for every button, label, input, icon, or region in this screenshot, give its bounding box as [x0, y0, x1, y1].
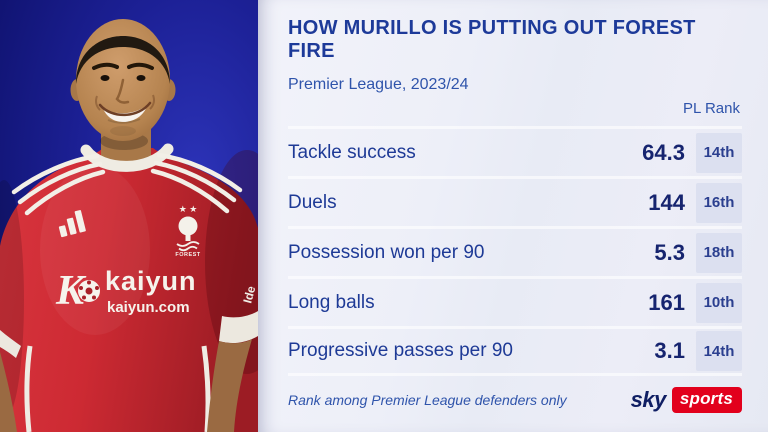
stat-rank-badge: 18th: [696, 232, 742, 273]
hair: [76, 36, 170, 84]
stat-rank-badge: 16th: [696, 182, 742, 223]
face: [92, 62, 155, 136]
head: [70, 19, 176, 141]
right-arm: [207, 339, 252, 432]
footnote: Rank among Premier League defenders only: [288, 392, 567, 408]
footer: Rank among Premier League defenders only…: [288, 387, 742, 413]
stat-rank-badge: 14th: [696, 132, 742, 173]
stat-row: Tackle success 64.3 14th: [288, 126, 742, 176]
sky-wordmark: sky: [630, 387, 667, 412]
left-arm: [0, 352, 17, 432]
sports-wordmark: sports: [671, 387, 742, 413]
stat-label: Tackle success: [288, 141, 416, 163]
stats-panel: HOW MURILLO IS PUTTING OUT FOREST FIRE P…: [258, 0, 768, 432]
stat-row: Progressive passes per 90 3.1 14th: [288, 326, 742, 376]
stat-label: Possession won per 90: [288, 241, 485, 263]
svg-text:FOREST: FOREST: [175, 252, 200, 258]
stat-rank-badge: 10th: [696, 282, 742, 323]
stat-row: Possession won per 90 5.3 18th: [288, 226, 742, 276]
page-title: HOW MURILLO IS PUTTING OUT FOREST FIRE: [288, 17, 696, 62]
stat-label: Long balls: [288, 291, 375, 313]
svg-text:★ ★: ★ ★: [179, 204, 198, 214]
jersey-side-stripes: [24, 345, 211, 432]
player-photo: Ide: [0, 0, 258, 432]
subtitle: Premier League, 2023/24: [288, 76, 469, 93]
stat-row: Duels 144 16th: [288, 176, 742, 226]
stat-rank-badge: 14th: [696, 331, 742, 371]
sleeve-cuff: [219, 311, 258, 344]
stat-label: Duels: [288, 191, 337, 213]
svg-text:kaiyun.com: kaiyun.com: [107, 299, 190, 316]
sleeve-sponsor-text: Ide: [240, 284, 258, 305]
shoulder-stripes: [11, 152, 243, 216]
kaiyun-sponsor-logo: K kaiyun kaiyun.com: [55, 266, 197, 316]
stat-value: 161: [648, 289, 685, 315]
football-icon: [78, 280, 100, 302]
rank-column-header: PL Rank: [683, 100, 740, 117]
stat-value: 5.3: [654, 239, 685, 265]
stat-value: 64.3: [642, 139, 685, 165]
forest-badge-icon: ★ ★ FOREST: [175, 204, 200, 258]
left-sleeve-cuff: [0, 330, 21, 358]
sky-sports-logo: sky sports: [631, 387, 742, 413]
player-photo-panel: Ide: [0, 0, 258, 432]
stat-value: 3.1: [654, 338, 685, 363]
stat-label: Progressive passes per 90: [288, 340, 513, 361]
stat-row: Long balls 161 10th: [288, 276, 742, 326]
stat-value: 144: [648, 189, 685, 215]
svg-text:kaiyun: kaiyun: [105, 266, 197, 296]
stats-table: Tackle success 64.3 14th Duels 144 16th …: [288, 126, 742, 376]
adidas-logo-icon: [58, 210, 86, 238]
